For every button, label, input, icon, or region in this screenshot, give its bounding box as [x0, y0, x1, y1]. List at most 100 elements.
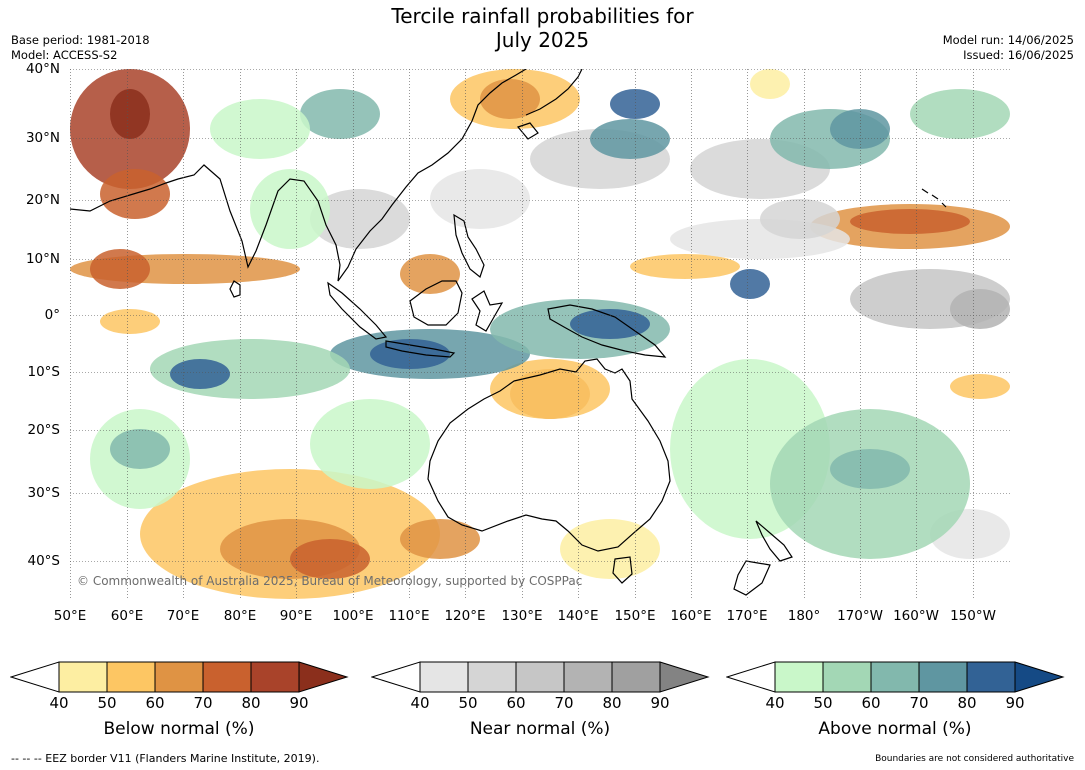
below-normal-label: Below normal (%)	[103, 719, 255, 739]
colorbar-segment	[467, 661, 517, 693]
lat-label-40s: 40°S	[27, 553, 61, 569]
lon-label-50e: 50°E	[53, 608, 87, 624]
lon-label-80e: 80°E	[223, 608, 257, 624]
probability-region	[170, 359, 230, 389]
lat-label-0: 0°	[44, 307, 60, 323]
probability-region	[290, 539, 370, 579]
copyright-notice: © Commonwealth of Australia 2025, Bureau…	[77, 574, 583, 588]
colorbar-below-normal	[10, 661, 349, 693]
probability-region	[610, 89, 660, 119]
lon-label-70e: 70°E	[166, 608, 200, 624]
probability-region	[730, 269, 770, 299]
colorbar-segment	[202, 661, 252, 693]
lon-label-180: 180°	[787, 608, 821, 624]
near-normal-label: Near normal (%)	[469, 719, 611, 739]
colorbar-segment	[822, 661, 872, 693]
below-tick-40: 40	[49, 694, 69, 712]
colorbar-segment	[106, 661, 156, 693]
colorbar-near-lower-extension	[371, 661, 421, 693]
probability-map	[70, 69, 1010, 600]
lon-label-90e: 90°E	[279, 608, 313, 624]
colorbar-above-normal	[726, 661, 1065, 693]
probability-region	[370, 339, 450, 369]
java-coastline	[385, 340, 456, 358]
below-tick-80: 80	[241, 694, 261, 712]
colorbar-segment	[966, 661, 1016, 693]
colorbar-segment	[774, 661, 824, 693]
map-canvas	[70, 69, 1010, 600]
lat-label-40n: 40°N	[25, 61, 60, 77]
philippines-coastline	[453, 213, 485, 279]
colorbar-below-lower-extension	[10, 661, 60, 693]
probability-region	[570, 309, 650, 339]
lon-label-160w: 160°W	[893, 608, 939, 624]
borneo-coastline	[409, 280, 463, 326]
colorbar-segment	[870, 661, 920, 693]
lat-label-10s: 10°S	[27, 364, 61, 380]
colorbar-above-lower-extension	[726, 661, 776, 693]
probability-region	[110, 429, 170, 469]
below-tick-90: 90	[289, 694, 309, 712]
below-tick-60: 60	[145, 694, 165, 712]
australia-coastline	[427, 358, 671, 552]
lat-label-10n: 10°N	[25, 251, 60, 267]
meta-right: Model run: 14/06/2025 Issued: 16/06/2025	[943, 33, 1074, 63]
probability-region	[310, 399, 430, 489]
title-line-2: July 2025	[495, 28, 590, 52]
model-run: Model run: 14/06/2025	[942, 33, 1074, 47]
probability-region	[300, 89, 380, 139]
meta-left: Base period: 1981-2018 Model: ACCESS-S2	[11, 33, 150, 63]
issued-date: Issued: 16/06/2025	[963, 48, 1074, 62]
below-tick-70: 70	[193, 694, 213, 712]
probability-region	[100, 309, 160, 334]
probability-region	[750, 69, 790, 99]
lon-label-60e: 60°E	[110, 608, 144, 624]
hawaii-islands	[921, 188, 947, 208]
above-tick-70: 70	[909, 694, 929, 712]
probability-shading	[70, 69, 1010, 599]
probability-region	[590, 119, 670, 159]
below-tick-50: 50	[97, 694, 117, 712]
colorbar-segment	[918, 661, 968, 693]
lon-label-170e: 170°E	[726, 608, 768, 624]
lon-label-170w: 170°W	[837, 608, 883, 624]
above-tick-50: 50	[813, 694, 833, 712]
colorbar-segment	[250, 661, 300, 693]
probability-region	[90, 249, 150, 289]
probability-region	[110, 89, 150, 139]
sri-lanka-coastline	[229, 280, 241, 298]
eez-border-note: -- -- -- EEZ border V11 (Flanders Marine…	[11, 752, 320, 765]
above-tick-60: 60	[861, 694, 881, 712]
nz-south-island-coastline	[733, 560, 771, 596]
sumatra-coastline	[327, 281, 388, 340]
lat-label-30n: 30°N	[25, 130, 60, 146]
probability-region	[400, 519, 480, 559]
lat-label-20n: 20°N	[25, 192, 60, 208]
colorbar-segment	[515, 661, 565, 693]
colorbar-segment	[419, 661, 469, 693]
above-normal-label: Above normal (%)	[818, 719, 972, 739]
near-tick-40: 40	[410, 694, 430, 712]
probability-region	[630, 254, 740, 279]
lon-label-140e: 140°E	[557, 608, 599, 624]
colorbar-above-upper-extension	[1014, 661, 1065, 693]
colorbar-segment	[58, 661, 108, 693]
base-period: Base period: 1981-2018	[11, 33, 150, 47]
title-line-1: Tercile rainfall probabilities for	[391, 4, 694, 28]
probability-region	[950, 374, 1010, 399]
above-tick-80: 80	[957, 694, 977, 712]
lon-label-120e: 120°E	[444, 608, 486, 624]
lon-label-160e: 160°E	[670, 608, 712, 624]
near-tick-70: 70	[554, 694, 574, 712]
near-tick-50: 50	[458, 694, 478, 712]
lat-label-20s: 20°S	[27, 422, 61, 438]
model-name: Model: ACCESS-S2	[11, 48, 118, 62]
probability-region	[430, 169, 530, 229]
tasmania-coastline	[612, 556, 633, 584]
probability-region	[400, 254, 460, 294]
near-tick-80: 80	[602, 694, 622, 712]
probability-region	[850, 209, 970, 234]
near-tick-60: 60	[506, 694, 526, 712]
nz-north-island-coastline	[755, 520, 793, 562]
colorbar-segment	[611, 661, 661, 693]
